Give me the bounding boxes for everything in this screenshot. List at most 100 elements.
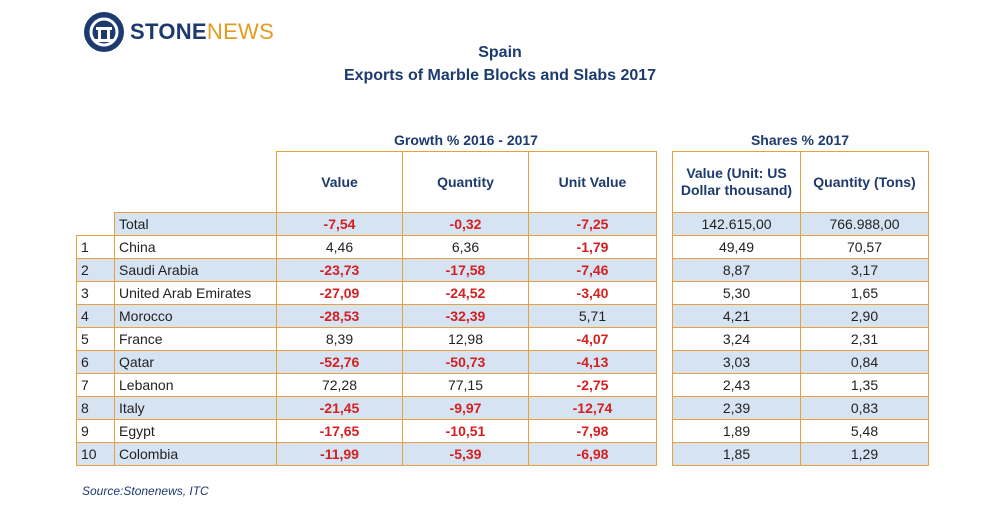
share-value-cell: 49,49 (672, 235, 801, 259)
share-quantity-cell: 1,35 (800, 373, 929, 397)
share-quantity-cell: 2,90 (800, 304, 929, 328)
share-value-cell: 2,39 (672, 396, 801, 420)
col-header-quantity: Quantity (402, 151, 529, 213)
table-row: 3,03 0,84 (672, 350, 929, 374)
table-row: 9 Egypt -17,65 -10,51 -7,98 (76, 419, 657, 443)
unit-value-cell: -12,74 (528, 396, 657, 420)
value-cell: -21,45 (276, 396, 403, 420)
country-cell: Colombia (114, 442, 277, 466)
share-quantity-cell: 3,17 (800, 258, 929, 282)
table-row: 49,49 70,57 (672, 235, 929, 259)
table-row: 4 Morocco -28,53 -32,39 5,71 (76, 304, 657, 328)
country-cell: United Arab Emirates (114, 281, 277, 305)
table-row: 8 Italy -21,45 -9,97 -12,74 (76, 396, 657, 420)
rank-cell: 9 (76, 419, 115, 443)
growth-header-row: Value Quantity Unit Value (77, 151, 657, 213)
quantity-cell: 77,15 (402, 373, 529, 397)
country-cell: China (114, 235, 277, 259)
unit-value-cell: -4,07 (528, 327, 657, 351)
chart-title: Spain (478, 44, 522, 61)
country-cell: Morocco (114, 304, 277, 328)
table-row: 5 France 8,39 12,98 -4,07 (76, 327, 657, 351)
logo-text: STONENEWS (130, 19, 274, 45)
shares-table: Value (Unit: US Dollar thousand) Quantity… (672, 151, 929, 466)
rank-cell: 1 (76, 235, 115, 259)
share-quantity-cell: 0,84 (800, 350, 929, 374)
source-note: Source:Stonenews, ITC (82, 484, 209, 498)
rank-cell: 5 (76, 327, 115, 351)
share-value-cell: 3,24 (672, 327, 801, 351)
table-row: 2,39 0,83 (672, 396, 929, 420)
country-cell: Egypt (114, 419, 277, 443)
country-cell: Italy (114, 396, 277, 420)
rank-cell: 3 (76, 281, 115, 305)
quantity-cell: -9,97 (402, 396, 529, 420)
total-row: Total -7,54 -0,32 -7,25 (77, 212, 657, 236)
share-quantity-cell: 2,31 (800, 327, 929, 351)
logo-mark-icon (84, 12, 124, 52)
country-cell: Saudi Arabia (114, 258, 277, 282)
unit-value-cell: -6,98 (528, 442, 657, 466)
stonenews-logo: STONENEWS (84, 10, 274, 54)
growth-group-header: Growth % 2016 - 2017 (394, 132, 538, 148)
col-header-value: Value (276, 151, 403, 213)
total-label: Total (114, 212, 277, 236)
share-quantity-cell: 70,57 (800, 235, 929, 259)
total-unit-value: -7,25 (528, 212, 657, 236)
value-cell: -17,65 (276, 419, 403, 443)
share-value-cell: 3,03 (672, 350, 801, 374)
table-row: 3,24 2,31 (672, 327, 929, 351)
share-quantity-cell: 1,29 (800, 442, 929, 466)
quantity-cell: -24,52 (402, 281, 529, 305)
rank-cell: 7 (76, 373, 115, 397)
blank-cell (115, 152, 277, 213)
value-cell: -27,09 (276, 281, 403, 305)
total-row: 142.615,00 766.988,00 (672, 212, 929, 236)
unit-value-cell: 5,71 (528, 304, 657, 328)
quantity-cell: -50,73 (402, 350, 529, 374)
shares-header-row: Value (Unit: US Dollar thousand) Quantity… (672, 151, 929, 213)
table-row: 6 Qatar -52,76 -50,73 -4,13 (76, 350, 657, 374)
chart-subtitle: Exports of Marble Blocks and Slabs 2017 (343, 67, 657, 84)
country-cell: Lebanon (114, 373, 277, 397)
table-row: 4,21 2,90 (672, 304, 929, 328)
quantity-cell: 6,36 (402, 235, 529, 259)
rank-cell: 6 (76, 350, 115, 374)
share-value-cell: 1,85 (672, 442, 801, 466)
unit-value-cell: -2,75 (528, 373, 657, 397)
rank-cell: 8 (76, 396, 115, 420)
table-row: 1,85 1,29 (672, 442, 929, 466)
rank-cell: 2 (76, 258, 115, 282)
table-row: 1 China 4,46 6,36 -1,79 (76, 235, 657, 259)
growth-table: Value Quantity Unit Value Total -7,54 -0,32 -7… (76, 151, 657, 466)
share-quantity-cell: 5,48 (800, 419, 929, 443)
share-value-cell: 5,30 (672, 281, 801, 305)
table-row: 3 United Arab Emirates -27,09 -24,52 -3,40 (76, 281, 657, 305)
col-header-share-quantity: Quantity (Tons) (800, 151, 929, 213)
share-quantity-cell: 0,83 (800, 396, 929, 420)
share-quantity-cell: 1,65 (800, 281, 929, 305)
total-value: -7,54 (276, 212, 403, 236)
value-cell: 72,28 (276, 373, 403, 397)
table-row: 2 Saudi Arabia -23,73 -17,58 -7,46 (76, 258, 657, 282)
shares-group-header: Shares % 2017 (750, 132, 850, 148)
unit-value-cell: -4,13 (528, 350, 657, 374)
unit-value-cell: -7,46 (528, 258, 657, 282)
value-cell: -11,99 (276, 442, 403, 466)
rank-cell: 10 (76, 442, 115, 466)
quantity-cell: -10,51 (402, 419, 529, 443)
total-quantity: -0,32 (402, 212, 529, 236)
table-row: 1,89 5,48 (672, 419, 929, 443)
table-row: 8,87 3,17 (672, 258, 929, 282)
share-value-cell: 8,87 (672, 258, 801, 282)
country-cell: Qatar (114, 350, 277, 374)
value-cell: -23,73 (276, 258, 403, 282)
quantity-cell: -32,39 (402, 304, 529, 328)
col-header-share-value: Value (Unit: US Dollar thousand) (672, 151, 801, 213)
value-cell: -52,76 (276, 350, 403, 374)
table-row: 5,30 1,65 (672, 281, 929, 305)
table-row: 7 Lebanon 72,28 77,15 -2,75 (76, 373, 657, 397)
value-cell: 8,39 (276, 327, 403, 351)
blank-cell (77, 213, 115, 236)
unit-value-cell: -1,79 (528, 235, 657, 259)
